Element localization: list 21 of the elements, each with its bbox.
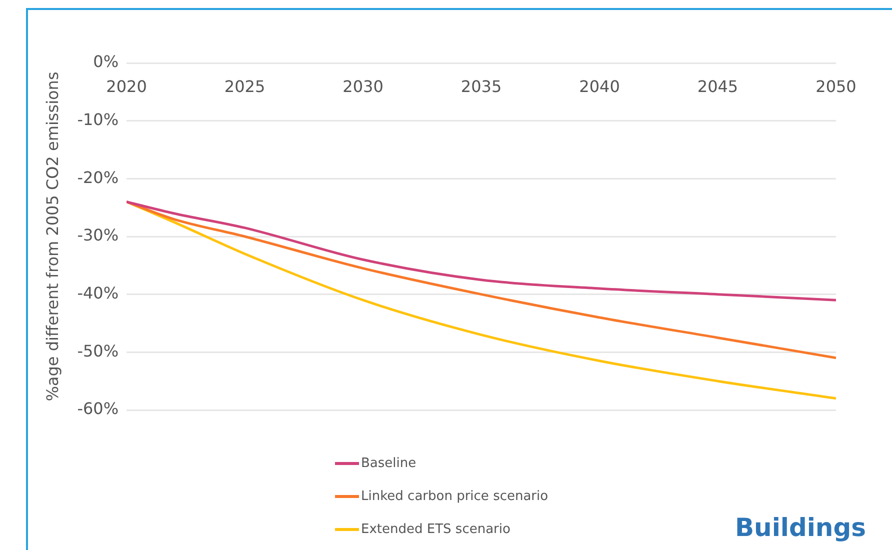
x-tick-label: 2040 [579, 77, 620, 96]
x-tick-label: 2045 [697, 77, 738, 96]
legend-label: Extended ETS scenario [361, 522, 510, 537]
y-tick-label: -10% [77, 110, 119, 129]
text: Buildings [734, 513, 866, 542]
legend-label: Baseline [361, 456, 416, 471]
y-tick-label: -40% [77, 283, 119, 302]
x-tick-label: 2035 [460, 77, 502, 96]
y-tick-label: -60% [77, 399, 119, 418]
y-tick-label: -20% [77, 168, 119, 187]
y-tick-label: -50% [77, 341, 119, 360]
x-tick-label: 2025 [224, 77, 266, 96]
x-tick-label: 2020 [106, 77, 147, 96]
line-series [126, 200, 836, 360]
y-axis-title: %age different from 2005 CO2 emissions [42, 72, 62, 402]
line-series [126, 200, 836, 302]
x-tick-label: 2050 [816, 77, 856, 96]
legend-label: Linked carbon price scenario [361, 489, 548, 504]
x-tick-label: 2030 [342, 77, 384, 96]
y-tick-label: 0% [93, 52, 119, 72]
y-tick-label: -30% [77, 226, 119, 245]
